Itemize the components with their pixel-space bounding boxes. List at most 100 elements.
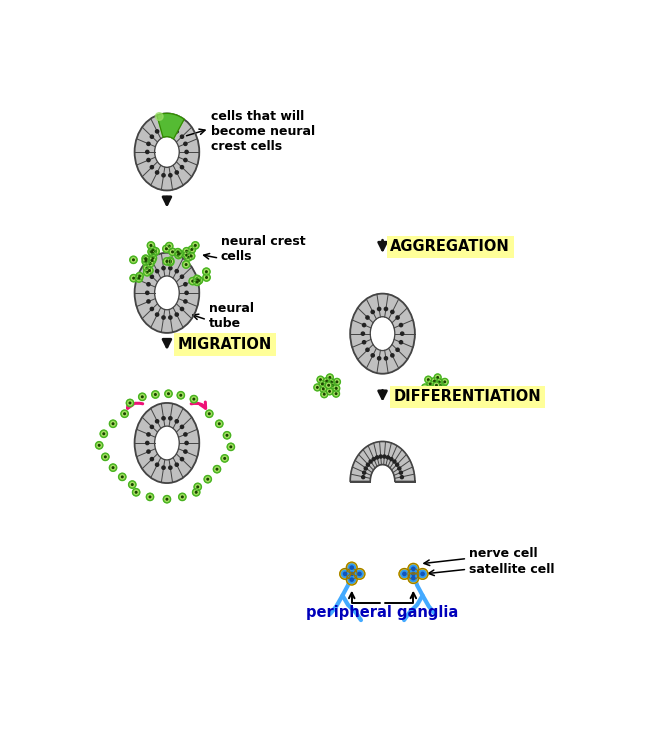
Circle shape — [428, 386, 435, 392]
Circle shape — [166, 391, 170, 396]
Circle shape — [147, 158, 150, 161]
Circle shape — [148, 269, 152, 272]
Circle shape — [176, 250, 183, 258]
Circle shape — [410, 574, 417, 582]
Circle shape — [426, 377, 430, 382]
Circle shape — [185, 292, 188, 295]
Ellipse shape — [350, 294, 415, 374]
Circle shape — [344, 572, 347, 576]
Circle shape — [443, 393, 444, 394]
Circle shape — [320, 379, 321, 380]
Circle shape — [430, 383, 431, 385]
Circle shape — [146, 150, 149, 154]
Circle shape — [314, 384, 321, 391]
Circle shape — [190, 247, 194, 252]
Circle shape — [144, 260, 148, 263]
Circle shape — [150, 457, 154, 461]
Circle shape — [169, 127, 172, 130]
Circle shape — [331, 381, 332, 383]
Circle shape — [102, 453, 109, 460]
Circle shape — [192, 242, 199, 249]
Circle shape — [150, 249, 154, 254]
Circle shape — [439, 381, 440, 383]
Circle shape — [364, 467, 367, 470]
Circle shape — [379, 455, 382, 458]
Circle shape — [377, 357, 381, 360]
Circle shape — [195, 280, 199, 284]
Circle shape — [146, 260, 154, 267]
Circle shape — [371, 310, 374, 314]
Circle shape — [184, 254, 192, 261]
Circle shape — [328, 375, 332, 380]
Circle shape — [100, 430, 108, 437]
Circle shape — [441, 390, 448, 397]
Circle shape — [396, 348, 399, 351]
Circle shape — [95, 442, 103, 449]
Circle shape — [147, 142, 150, 146]
Circle shape — [166, 243, 173, 250]
Circle shape — [175, 420, 179, 423]
Circle shape — [441, 385, 448, 392]
Circle shape — [326, 380, 328, 382]
Circle shape — [168, 260, 172, 264]
Circle shape — [175, 313, 179, 316]
Circle shape — [329, 377, 331, 378]
Circle shape — [152, 248, 159, 255]
Circle shape — [319, 380, 326, 388]
Circle shape — [423, 386, 427, 389]
Circle shape — [332, 385, 333, 386]
Circle shape — [195, 485, 200, 489]
Circle shape — [166, 258, 174, 266]
Circle shape — [223, 431, 231, 439]
Circle shape — [186, 255, 188, 256]
Circle shape — [442, 386, 446, 390]
Circle shape — [165, 259, 169, 263]
Circle shape — [348, 571, 355, 577]
Circle shape — [390, 457, 393, 460]
Circle shape — [437, 377, 439, 378]
Circle shape — [163, 245, 170, 252]
Circle shape — [341, 571, 349, 577]
Circle shape — [193, 398, 195, 400]
Text: DIFFERENTIATION: DIFFERENTIATION — [393, 389, 541, 404]
Circle shape — [428, 382, 432, 386]
Circle shape — [130, 256, 137, 263]
Circle shape — [196, 281, 198, 283]
Circle shape — [207, 478, 208, 480]
Ellipse shape — [155, 426, 179, 460]
Ellipse shape — [135, 403, 199, 483]
Circle shape — [186, 255, 190, 260]
Circle shape — [190, 395, 197, 403]
Circle shape — [110, 464, 117, 471]
Circle shape — [204, 476, 212, 483]
Circle shape — [393, 460, 396, 463]
Circle shape — [326, 388, 333, 395]
Circle shape — [366, 348, 369, 351]
Circle shape — [317, 376, 324, 383]
Circle shape — [146, 272, 148, 273]
Circle shape — [421, 572, 424, 576]
Circle shape — [111, 465, 115, 470]
Circle shape — [362, 476, 364, 479]
Circle shape — [145, 270, 149, 275]
Circle shape — [175, 463, 179, 466]
Circle shape — [444, 381, 446, 383]
Circle shape — [181, 307, 184, 311]
Circle shape — [185, 441, 188, 445]
Circle shape — [148, 257, 155, 264]
Circle shape — [154, 392, 157, 397]
Circle shape — [183, 252, 190, 259]
Circle shape — [319, 377, 322, 382]
Circle shape — [412, 567, 415, 571]
Circle shape — [194, 490, 198, 494]
Circle shape — [103, 455, 107, 459]
Circle shape — [177, 391, 184, 399]
Circle shape — [97, 443, 101, 448]
Circle shape — [166, 257, 174, 264]
Circle shape — [223, 457, 227, 460]
Circle shape — [132, 488, 140, 496]
Circle shape — [177, 252, 181, 256]
Circle shape — [162, 466, 165, 469]
Circle shape — [136, 272, 143, 280]
Circle shape — [334, 391, 338, 396]
